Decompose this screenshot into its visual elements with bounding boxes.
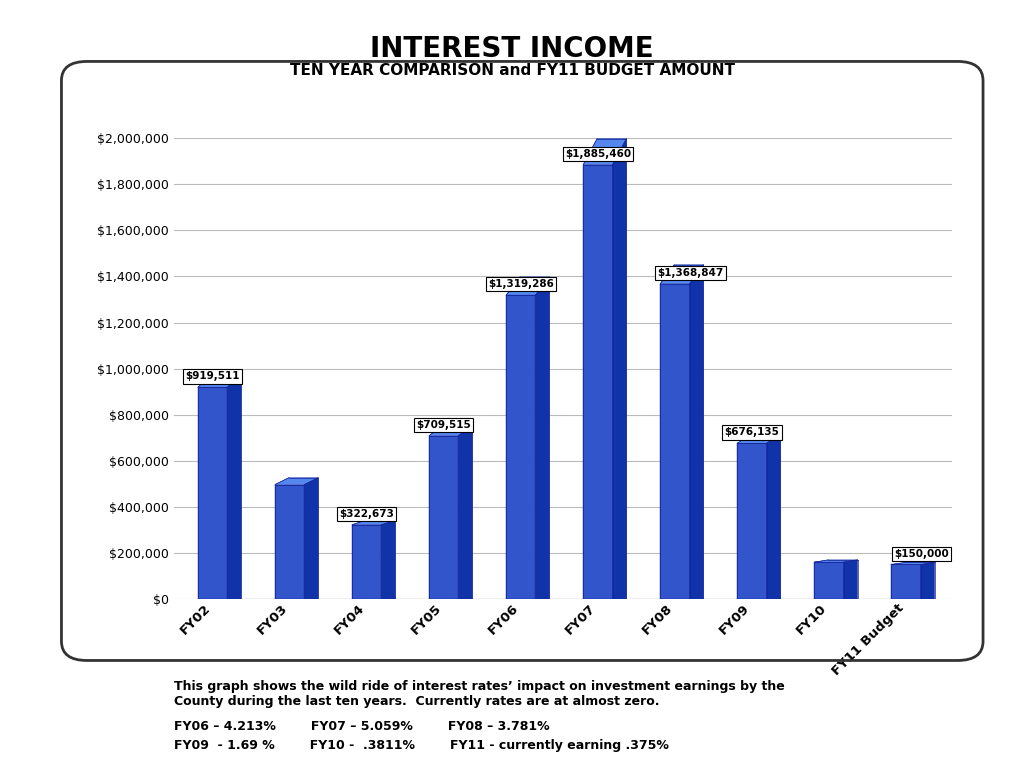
Polygon shape [352,520,395,525]
Text: FY09  - 1.69 %        FY10 -  .3811%        FY11 - currently earning .375%: FY09 - 1.69 % FY10 - .3811% FY11 - curre… [174,739,669,752]
Polygon shape [275,478,318,485]
Text: $1,368,847: $1,368,847 [657,268,724,278]
Polygon shape [198,387,227,599]
Polygon shape [844,560,857,599]
Text: $676,135: $676,135 [725,428,779,438]
Polygon shape [892,564,921,599]
Polygon shape [660,283,689,599]
Polygon shape [584,138,627,164]
Polygon shape [767,434,780,599]
Text: $1,885,460: $1,885,460 [565,149,631,159]
Polygon shape [737,443,767,599]
Polygon shape [506,276,549,295]
Polygon shape [660,265,703,283]
Polygon shape [737,434,780,443]
Polygon shape [198,375,241,387]
Text: $919,511: $919,511 [185,372,240,382]
Text: FY06 – 4.213%        FY07 – 5.059%        FY08 – 3.781%: FY06 – 4.213% FY07 – 5.059% FY08 – 3.781… [174,720,550,733]
Polygon shape [689,265,703,599]
Polygon shape [227,375,241,599]
Text: $1,319,286: $1,319,286 [487,280,554,290]
Polygon shape [304,478,318,599]
Polygon shape [352,525,381,599]
Text: $322,673: $322,673 [339,509,394,519]
Text: INTEREST INCOME: INTEREST INCOME [371,35,653,62]
Polygon shape [381,520,395,599]
Polygon shape [506,295,536,599]
Polygon shape [459,425,472,599]
Text: TEN YEAR COMPARISON and FY11 BUDGET AMOUNT: TEN YEAR COMPARISON and FY11 BUDGET AMOU… [290,63,734,78]
Polygon shape [275,485,304,599]
Text: $709,515: $709,515 [417,420,471,430]
Polygon shape [921,562,935,599]
Polygon shape [536,276,549,599]
Polygon shape [814,562,844,599]
Polygon shape [892,562,935,564]
Polygon shape [429,425,472,435]
Polygon shape [584,164,612,599]
Polygon shape [814,560,857,562]
Text: $150,000: $150,000 [894,548,949,559]
Polygon shape [429,435,459,599]
Polygon shape [198,599,935,603]
Polygon shape [612,138,627,599]
Text: This graph shows the wild ride of interest rates’ impact on investment earnings : This graph shows the wild ride of intere… [174,680,784,707]
